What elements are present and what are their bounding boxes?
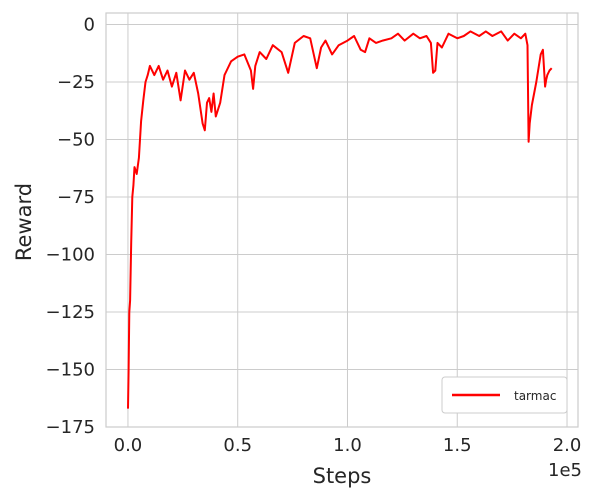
y-tick-label: −50 (57, 130, 95, 151)
y-axis-label: Reward (12, 183, 36, 261)
grid (106, 13, 578, 428)
y-axis-ticks: 0 −25 −50 −75 −100 −125 −150 −175 (46, 15, 95, 439)
y-tick-label: −150 (46, 360, 95, 381)
x-tick-label: 2.0 (553, 435, 582, 456)
x-axis-offset-label: 1e5 (548, 460, 582, 481)
plot-area (127, 30, 553, 409)
x-axis-ticks: 0.0 0.5 1.0 1.5 2.0 (114, 435, 582, 456)
y-tick-label: 0 (84, 15, 95, 36)
x-tick-label: 0.5 (223, 435, 252, 456)
legend-box (441, 376, 568, 414)
y-tick-label: −125 (46, 302, 95, 323)
y-tick-label: −100 (46, 245, 95, 266)
legend: tarmac (441, 376, 568, 414)
y-tick-label: −75 (57, 187, 95, 208)
series-line-tarmac (127, 30, 553, 409)
x-tick-label: 1.5 (443, 435, 472, 456)
y-tick-label: −25 (57, 72, 95, 93)
x-tick-label: 1.0 (333, 435, 362, 456)
x-tick-label: 0.0 (114, 435, 143, 456)
legend-label-tarmac: tarmac (514, 389, 556, 403)
plot-frame (105, 12, 579, 428)
y-tick-label: −175 (46, 417, 95, 438)
x-axis-label: Steps (313, 464, 372, 488)
